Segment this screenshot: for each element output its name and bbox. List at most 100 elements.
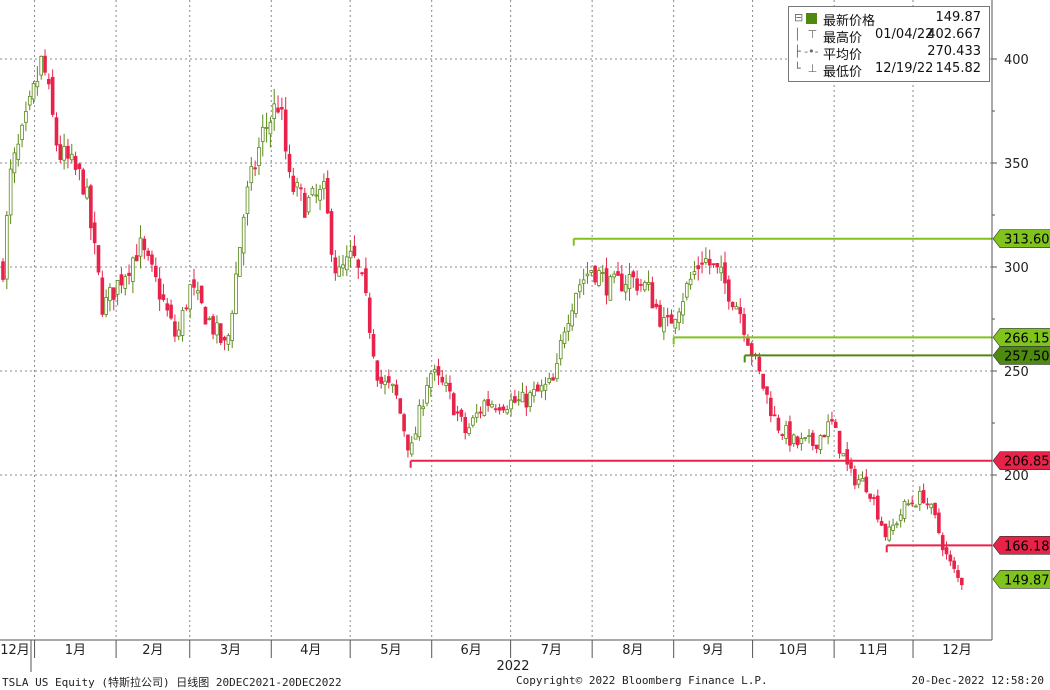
candle-body bbox=[688, 278, 693, 286]
candle-body bbox=[746, 338, 750, 346]
legend-last-label: 最新价格 bbox=[823, 14, 876, 29]
candle-body bbox=[390, 383, 395, 387]
candle-body bbox=[302, 192, 307, 218]
candle-body bbox=[196, 290, 200, 294]
toggle-icon[interactable]: ⊟ bbox=[794, 11, 820, 26]
candle-body bbox=[925, 503, 930, 506]
candle-body bbox=[516, 399, 521, 402]
candle-body bbox=[738, 307, 743, 315]
legend-high-value: 402.667 bbox=[927, 27, 981, 42]
candle-body bbox=[772, 414, 777, 417]
candle-body bbox=[478, 411, 483, 414]
candle-body bbox=[39, 55, 43, 76]
x-tick-label: 12月 bbox=[942, 643, 972, 658]
x-tick-label: 6月 bbox=[461, 643, 482, 658]
candle-body bbox=[230, 312, 235, 341]
candle-body bbox=[597, 270, 601, 286]
candle-body bbox=[700, 262, 704, 265]
candle-body bbox=[318, 188, 322, 201]
candle-body bbox=[807, 435, 811, 437]
candle-body bbox=[119, 274, 124, 286]
legend-row-last: ⊟ 最新价格 149.87 bbox=[789, 10, 989, 29]
legend-row-high: │ ⊤ 最高价 01/04/22 402.667 bbox=[789, 27, 989, 46]
candle-body bbox=[612, 273, 616, 278]
candle-body bbox=[532, 389, 536, 397]
candle-body bbox=[27, 95, 32, 106]
candle-body bbox=[188, 284, 192, 310]
candle-body bbox=[524, 393, 529, 408]
candle-body bbox=[585, 273, 590, 277]
candle-body bbox=[578, 284, 582, 293]
candle-body bbox=[711, 263, 716, 266]
candle-body bbox=[409, 442, 414, 455]
candle-body bbox=[944, 547, 949, 555]
average-marker-icon: ├ -•- bbox=[794, 45, 819, 58]
candle-body bbox=[574, 292, 578, 314]
candle-body bbox=[906, 503, 911, 506]
candle-body bbox=[730, 301, 735, 308]
candle-body bbox=[631, 271, 636, 278]
candle-body bbox=[589, 270, 594, 273]
candle-body bbox=[291, 175, 296, 192]
level-tag-box bbox=[992, 346, 1050, 365]
legend-avg-label: 平均价 bbox=[823, 48, 863, 63]
candle-body bbox=[520, 391, 525, 403]
candle-body bbox=[776, 417, 781, 431]
candle-body bbox=[937, 512, 941, 534]
candle-body bbox=[642, 282, 647, 291]
footer-timestamp: 20-Dec-2022 12:58:20 bbox=[911, 674, 1044, 687]
y-tick-label: 400 bbox=[1004, 53, 1029, 68]
candle-body bbox=[742, 314, 746, 335]
candle-body bbox=[436, 366, 441, 376]
candle-body bbox=[8, 168, 13, 216]
high-marker-icon: │ ⊤ bbox=[794, 28, 818, 41]
candle-body bbox=[543, 383, 548, 391]
candle-body bbox=[413, 433, 418, 440]
candle-body bbox=[784, 425, 788, 439]
candle-body bbox=[234, 273, 238, 314]
candle-body bbox=[241, 216, 246, 254]
candle-body bbox=[306, 197, 311, 213]
level-tag-label: 166.185 bbox=[1004, 539, 1050, 554]
x-tick-label: 9月 bbox=[702, 643, 723, 658]
candle-body bbox=[89, 185, 93, 229]
candle-body bbox=[918, 490, 922, 505]
legend-low-date: 12/19/22 bbox=[875, 61, 934, 76]
candle-body bbox=[257, 146, 261, 167]
candle-body bbox=[165, 303, 170, 311]
x-tick-label: 4月 bbox=[300, 643, 321, 658]
candle-body bbox=[356, 259, 361, 268]
candle-body bbox=[371, 334, 376, 357]
candle-body bbox=[662, 317, 666, 333]
candle-body bbox=[81, 169, 86, 195]
candle-body bbox=[486, 399, 490, 406]
candle-body bbox=[24, 110, 28, 123]
grid-lines bbox=[0, 0, 992, 640]
candle-body bbox=[791, 434, 796, 444]
candle-body bbox=[696, 265, 701, 270]
candle-body bbox=[421, 406, 425, 410]
candle-body bbox=[895, 523, 899, 526]
candle-body bbox=[215, 322, 219, 336]
candle-body bbox=[910, 502, 914, 505]
legend-low-label: 最低价 bbox=[823, 65, 863, 80]
candle-body bbox=[383, 380, 387, 385]
candle-body bbox=[134, 255, 139, 262]
candle-body bbox=[448, 382, 452, 392]
candle-body bbox=[837, 430, 842, 454]
candle-body bbox=[490, 403, 494, 408]
candle-body bbox=[85, 186, 89, 199]
candle-body bbox=[406, 434, 410, 451]
legend-high-date: 01/04/22 bbox=[875, 27, 934, 42]
legend-high-label: 最高价 bbox=[823, 31, 863, 46]
candle-body bbox=[891, 524, 895, 531]
legend-row-low: └ ⊥ 最低价 12/19/22 145.82 bbox=[789, 61, 989, 80]
candle-body bbox=[818, 435, 823, 450]
candle-body bbox=[153, 265, 158, 278]
candle-body bbox=[432, 369, 437, 373]
level-tag-label: 313.607 bbox=[1004, 233, 1050, 248]
candle-body bbox=[375, 360, 380, 381]
candle-body bbox=[952, 560, 956, 569]
candle-body bbox=[536, 384, 540, 392]
